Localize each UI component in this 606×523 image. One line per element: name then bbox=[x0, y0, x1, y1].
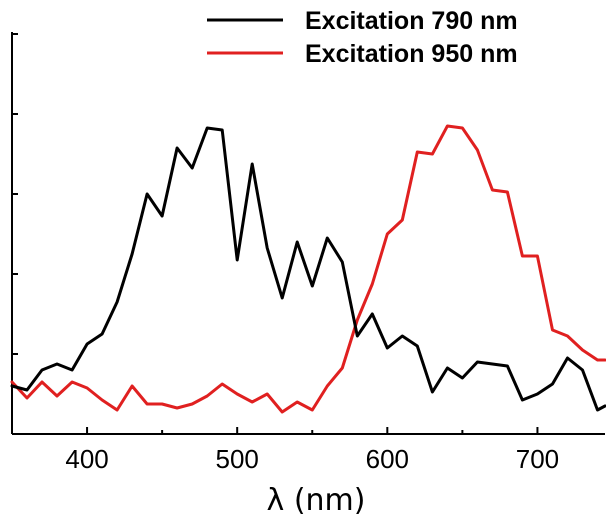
x-axis-title: λ (nm) bbox=[267, 483, 366, 518]
axes: 400 500 600 700 bbox=[11, 32, 605, 474]
x-tick-label: 700 bbox=[516, 444, 559, 474]
legend-label: Excitation 950 nm bbox=[305, 40, 518, 68]
x-tick-label: 500 bbox=[215, 444, 258, 474]
legend-label: Excitation 790 nm bbox=[305, 7, 518, 35]
legend: Excitation 790 nm Excitation 950 nm bbox=[207, 7, 518, 68]
x-tick-label: 600 bbox=[366, 444, 409, 474]
series-line-excitation-790 bbox=[10, 126, 606, 412]
series-line-excitation-950 bbox=[10, 124, 606, 414]
x-tick-label: 400 bbox=[65, 444, 108, 474]
series-layer bbox=[10, 124, 606, 414]
